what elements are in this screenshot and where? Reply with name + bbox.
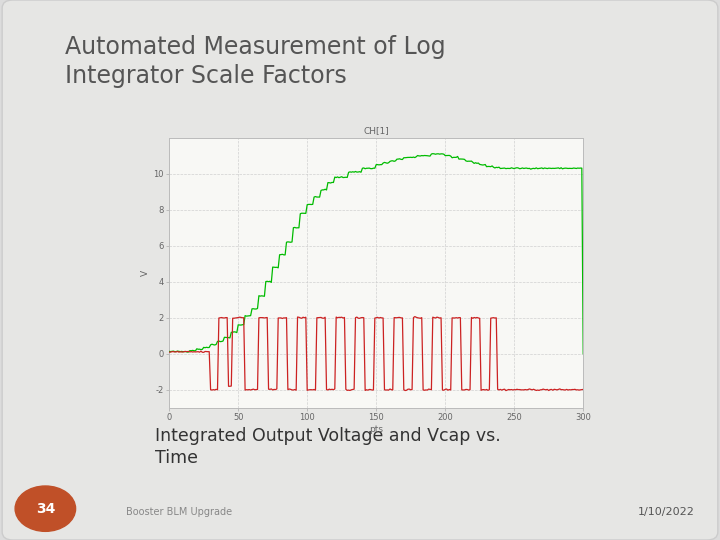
Text: 34: 34 xyxy=(36,502,55,516)
Y-axis label: V: V xyxy=(141,269,150,276)
Title: CH[1]: CH[1] xyxy=(364,126,389,136)
Text: Integrated Output Voltage and Vcap vs.
Time: Integrated Output Voltage and Vcap vs. T… xyxy=(155,427,500,467)
Text: Automated Measurement of Log
Integrator Scale Factors: Automated Measurement of Log Integrator … xyxy=(65,35,446,88)
Circle shape xyxy=(15,486,76,531)
Text: Booster BLM Upgrade: Booster BLM Upgrade xyxy=(126,507,232,517)
Text: 1/10/2022: 1/10/2022 xyxy=(638,507,695,517)
X-axis label: pts: pts xyxy=(369,425,383,434)
